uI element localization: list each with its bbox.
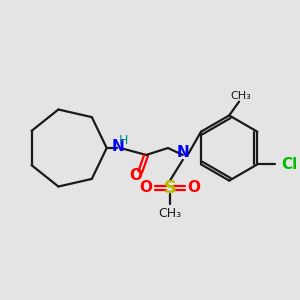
Text: N: N — [111, 139, 124, 154]
Text: O: O — [140, 180, 153, 195]
Text: H: H — [119, 134, 128, 147]
Text: O: O — [129, 168, 142, 183]
Text: S: S — [164, 178, 176, 196]
Text: Cl: Cl — [281, 157, 297, 172]
Text: N: N — [176, 146, 189, 160]
Text: CH₃: CH₃ — [158, 207, 182, 220]
Text: CH₃: CH₃ — [231, 91, 251, 101]
Text: O: O — [187, 180, 200, 195]
